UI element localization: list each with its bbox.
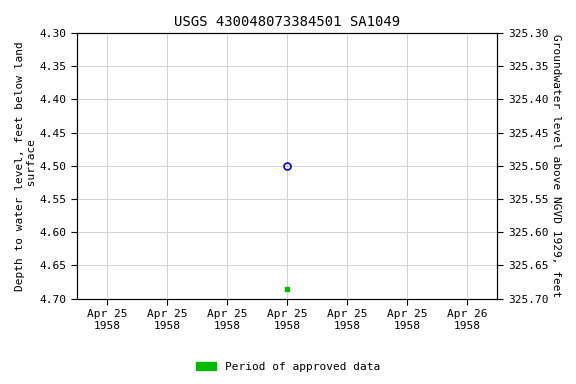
Legend: Period of approved data: Period of approved data	[191, 358, 385, 377]
Y-axis label: Depth to water level, feet below land
 surface: Depth to water level, feet below land su…	[15, 41, 37, 291]
Y-axis label: Groundwater level above NGVD 1929, feet: Groundwater level above NGVD 1929, feet	[551, 34, 561, 297]
Title: USGS 430048073384501 SA1049: USGS 430048073384501 SA1049	[174, 15, 400, 29]
